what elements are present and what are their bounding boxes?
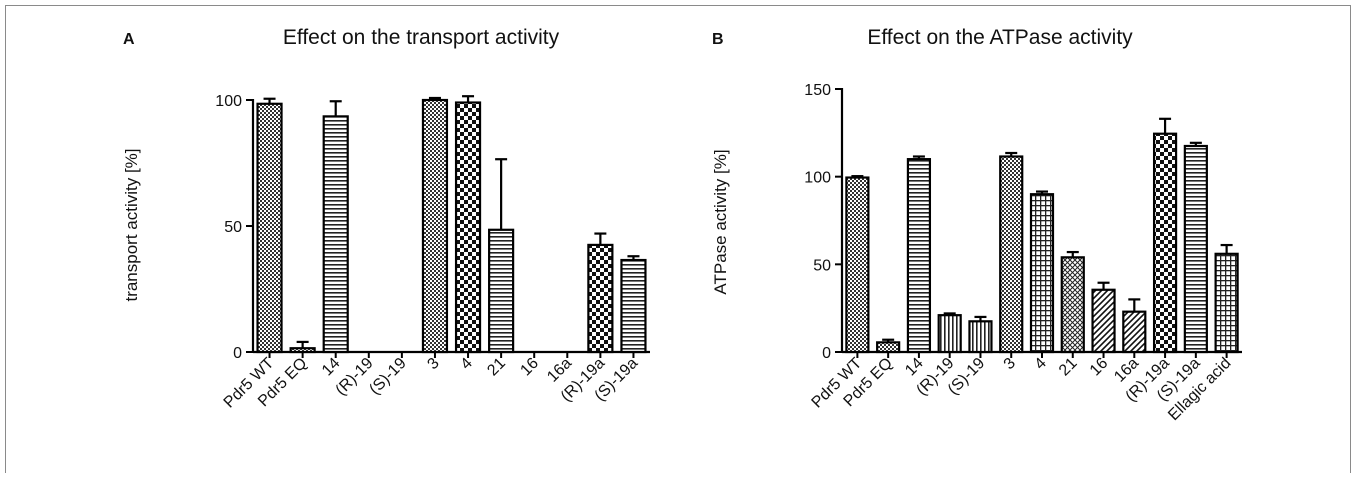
y-tick-label: 50 <box>813 257 831 274</box>
bar <box>937 314 962 354</box>
bar <box>620 258 647 354</box>
y-tick-label: 150 <box>804 82 831 99</box>
bar <box>1152 132 1178 354</box>
y-tick-label: 0 <box>233 345 242 362</box>
x-category-label: 4 <box>1032 355 1050 373</box>
bar <box>488 228 515 354</box>
bar <box>999 155 1024 354</box>
panel-a: A Effect on the transport activity trans… <box>122 26 650 411</box>
bar <box>1183 144 1208 354</box>
x-category-label: 3 <box>1001 355 1019 373</box>
bar <box>1091 288 1116 354</box>
x-category-label: (R)-19 <box>333 355 377 399</box>
bar <box>1122 310 1147 354</box>
bar <box>421 98 449 354</box>
panel-a-title: Effect on the transport activity <box>283 26 560 49</box>
panel-b: B Effect on the ATPase activity ATPase a… <box>711 26 1242 424</box>
bar <box>289 347 316 354</box>
panel-a-y-axis-label: transport activity [%] <box>122 148 141 301</box>
bar <box>845 176 870 354</box>
x-category-label: 14 <box>319 355 344 380</box>
panel-b-letter: B <box>712 31 724 48</box>
panel-b-title: Effect on the ATPase activity <box>867 26 1133 49</box>
panel-b-y-axis-label: ATPase activity [%] <box>711 149 730 294</box>
bar <box>1060 256 1085 354</box>
bar <box>968 320 993 354</box>
bar <box>1029 193 1055 354</box>
x-category-label: 14 <box>902 355 927 380</box>
x-category-label: 3 <box>424 355 442 373</box>
y-tick-label: 100 <box>804 170 831 187</box>
x-category-label: 16 <box>517 355 542 380</box>
bar <box>256 102 283 354</box>
bar <box>454 101 482 354</box>
bar <box>1214 252 1239 354</box>
x-category-label: 4 <box>458 355 476 373</box>
x-category-label: 21 <box>484 355 509 380</box>
x-category-label: (S)-19 <box>366 355 410 399</box>
x-category-label: 21 <box>1056 355 1081 380</box>
y-tick-label: 50 <box>224 219 242 236</box>
x-category-label: 16 <box>1087 355 1112 380</box>
figure-frame <box>5 5 1351 473</box>
bar <box>906 158 932 354</box>
bar <box>876 341 901 354</box>
bar <box>587 243 614 354</box>
y-tick-label: 0 <box>822 345 831 362</box>
panel-a-letter: A <box>123 31 135 48</box>
y-tick-label: 100 <box>215 93 242 110</box>
bar <box>322 115 349 354</box>
